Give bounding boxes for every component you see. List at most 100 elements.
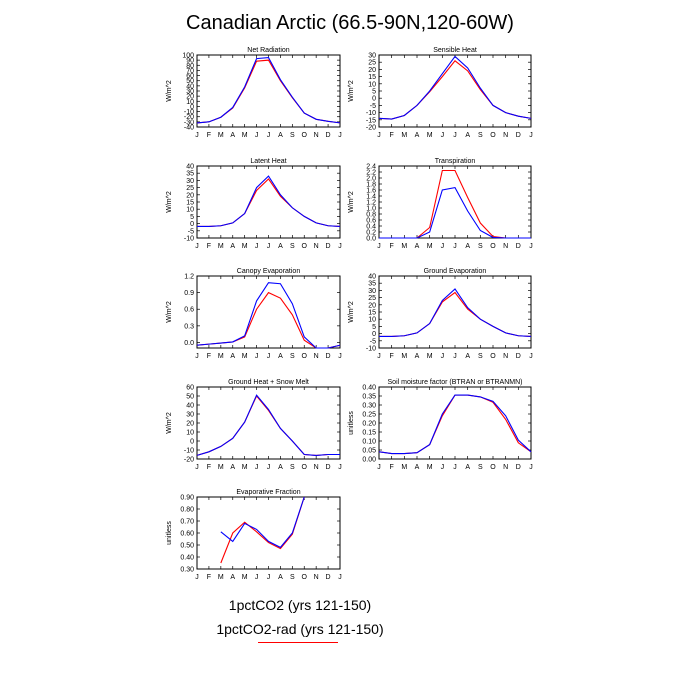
x-tick-label: O — [490, 243, 496, 250]
x-tick-label: O — [302, 574, 308, 581]
x-tick-label: J — [441, 353, 445, 360]
y-tick-label: 80 — [186, 63, 194, 70]
y-axis-label: W/m^2 — [348, 191, 355, 213]
x-tick-label: N — [503, 353, 508, 360]
x-tick-label: M — [427, 464, 433, 471]
y-tick-label: 10 — [186, 207, 194, 214]
y-tick-label: 0.40 — [180, 555, 194, 562]
x-tick-label: O — [302, 243, 308, 250]
x-tick-label: J — [338, 574, 342, 581]
x-tick-label: M — [242, 353, 248, 360]
y-tick-label: -10 — [366, 110, 376, 117]
y-tick-label: 0 — [190, 439, 194, 446]
x-tick-label: A — [415, 132, 420, 139]
x-tick-label: J — [267, 353, 271, 360]
y-tick-label: 0.10 — [362, 439, 376, 446]
y-axis-label: W/m^2 — [348, 301, 355, 323]
x-tick-label: N — [503, 464, 508, 471]
y-tick-label: 0.6 — [366, 218, 376, 225]
y-tick-label: 1.8 — [366, 182, 376, 189]
x-tick-label: J — [255, 353, 259, 360]
y-tick-label: 1.2 — [184, 274, 194, 281]
x-tick-label: J — [441, 132, 445, 139]
x-tick-label: A — [278, 574, 283, 581]
y-tick-label: -10 — [184, 109, 194, 116]
y-axis-label: unitless — [348, 411, 355, 435]
y-tick-label: -20 — [366, 125, 376, 132]
x-tick-label: D — [516, 243, 521, 250]
y-tick-label: 25 — [368, 295, 376, 302]
series-line-1pctCO2-rad — [196, 291, 341, 349]
panel-title: Net Radiation — [247, 47, 290, 54]
x-tick-label: M — [242, 574, 248, 581]
y-tick-label: 10 — [186, 430, 194, 437]
panel-frame — [196, 496, 341, 570]
y-tick-label: 0.0 — [366, 236, 376, 243]
series-line-1pctCO2 — [197, 175, 341, 228]
y-tick-label: 35 — [186, 171, 194, 178]
y-tick-label: 0.0 — [184, 340, 194, 347]
x-tick-label: N — [314, 574, 319, 581]
series-line-1pctCO2-rad — [378, 394, 532, 455]
y-tick-label: 2.2 — [366, 170, 376, 177]
y-tick-label: -40 — [184, 125, 194, 132]
y-tick-label: 20 — [368, 67, 376, 74]
series-line-1pctCO2 — [378, 394, 532, 455]
legend-label-1pctCO2: 1pctCO2 (yrs 121-150) — [228, 597, 372, 613]
x-tick-label: A — [230, 353, 235, 360]
y-tick-label: 25 — [368, 60, 376, 67]
x-tick-label: J — [441, 464, 445, 471]
panel-title: Evaporative Fraction — [236, 489, 300, 496]
x-tick-label: A — [278, 353, 283, 360]
x-tick-label: D — [516, 353, 521, 360]
y-axis-label: W/m^2 — [166, 301, 173, 323]
y-tick-label: -10 — [366, 346, 376, 353]
y-tick-label: -10 — [184, 448, 194, 455]
x-tick-label: A — [278, 243, 283, 250]
x-tick-label: J — [195, 132, 199, 139]
y-tick-label: 20 — [186, 192, 194, 199]
y-tick-label: 0.40 — [362, 385, 376, 392]
x-tick-label: J — [529, 464, 533, 471]
x-tick-label: O — [490, 464, 496, 471]
panel-frame — [196, 54, 341, 128]
page-title: Canadian Arctic (66.5-90N,120-60W) — [186, 12, 514, 34]
x-tick-label: D — [516, 464, 521, 471]
y-tick-label: 0.35 — [362, 394, 376, 401]
y-tick-label: 0.80 — [180, 507, 194, 514]
x-tick-label: S — [478, 132, 483, 139]
x-tick-label: J — [255, 243, 259, 250]
x-tick-label: S — [290, 132, 295, 139]
x-tick-label: M — [242, 464, 248, 471]
x-tick-label: A — [278, 464, 283, 471]
y-axis-label: W/m^2 — [166, 191, 173, 213]
x-tick-label: M — [401, 353, 407, 360]
x-tick-label: J — [267, 464, 271, 471]
x-tick-label: N — [314, 132, 319, 139]
y-tick-label: 60 — [186, 73, 194, 80]
series-line-1pctCO2-rad — [379, 291, 532, 338]
x-tick-label: J — [195, 464, 199, 471]
y-axis-label: W/m^2 — [166, 80, 173, 102]
x-tick-label: M — [218, 464, 224, 471]
x-tick-label: F — [390, 132, 394, 139]
x-tick-label: F — [207, 243, 211, 250]
legend-line-1pctCO2-rad — [258, 642, 338, 643]
x-tick-label: A — [415, 464, 420, 471]
y-axis-label: W/m^2 — [166, 412, 173, 434]
x-tick-label: J — [338, 243, 342, 250]
y-tick-label: 0.05 — [362, 448, 376, 455]
y-tick-label: 0.3 — [184, 323, 194, 330]
y-tick-label: 0.2 — [366, 230, 376, 237]
y-tick-label: 5 — [372, 89, 376, 96]
y-tick-label: 0.9 — [184, 290, 194, 297]
x-tick-label: J — [529, 243, 533, 250]
y-tick-label: 30 — [186, 178, 194, 185]
y-tick-label: 1.6 — [366, 188, 376, 195]
y-tick-label: 35 — [368, 281, 376, 288]
y-tick-label: 0.4 — [366, 224, 376, 231]
x-tick-label: J — [377, 464, 381, 471]
x-tick-label: N — [503, 243, 508, 250]
y-tick-label: 30 — [186, 89, 194, 96]
series-line-1pctCO2 — [379, 186, 531, 239]
